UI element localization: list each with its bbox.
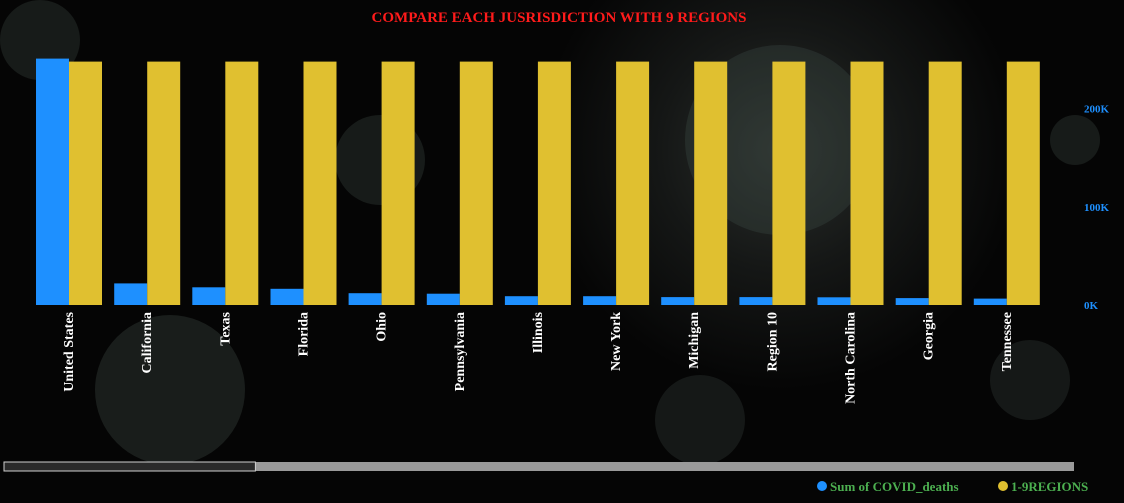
x-tick-label-ohio: Ohio — [375, 312, 390, 342]
x-tick-label-united-states: United States — [62, 311, 77, 391]
background-virus-shape — [655, 375, 745, 465]
x-tick-label-region-10: Region 10 — [765, 312, 780, 372]
bar-1-9regions-region-10[interactable] — [772, 61, 806, 305]
x-tick-label-california: California — [140, 312, 155, 373]
scrollbar-track[interactable] — [4, 462, 1074, 471]
legend-marker-1-9regions — [998, 481, 1008, 491]
bar-sum-of-covid-deaths-pennsylvania[interactable] — [426, 293, 460, 305]
x-tick-label-florida: Florida — [296, 312, 311, 356]
legend-marker-sum-of-covid-deaths — [817, 481, 827, 491]
bar-sum-of-covid-deaths-united-states[interactable] — [36, 58, 69, 305]
legend-label-sum-of-covid-deaths: Sum of COVID_deaths — [830, 479, 959, 494]
bar-1-9regions-north-carolina[interactable] — [850, 61, 884, 305]
bar-1-9regions-tennessee[interactable] — [1006, 61, 1040, 305]
background-decoration — [0, 0, 1100, 465]
x-tick-label-north-carolina: North Carolina — [844, 312, 859, 404]
bar-1-9regions-pennsylvania[interactable] — [459, 61, 493, 305]
bar-1-9regions-illinois[interactable] — [537, 61, 571, 305]
y-axis: 0K 100K 200K — [1084, 104, 1110, 312]
x-tick-label-new-york: New York — [609, 312, 624, 371]
x-tick-label-illinois: Illinois — [531, 311, 546, 353]
bar-sum-of-covid-deaths-michigan[interactable] — [661, 297, 695, 305]
background-virus-shape — [1050, 115, 1100, 165]
legend-label-1-9regions: 1-9REGIONS — [1011, 479, 1088, 494]
legend: Sum of COVID_deaths 1-9REGIONS — [817, 479, 1088, 494]
y-tick-label-100k: 100K — [1084, 202, 1110, 214]
bar-sum-of-covid-deaths-new-york[interactable] — [583, 296, 617, 305]
horizontal-scrollbar[interactable] — [3, 461, 1074, 472]
bar-1-9regions-united-states[interactable] — [69, 61, 102, 305]
scrollbar-thumb[interactable] — [3, 461, 256, 472]
bar-sum-of-covid-deaths-tennessee[interactable] — [973, 298, 1007, 305]
x-tick-label-texas: Texas — [218, 311, 233, 345]
bar-1-9regions-florida[interactable] — [303, 61, 337, 305]
chart-title: COMPARE EACH JUSRISDICTION WITH 9 REGION… — [372, 10, 747, 26]
background-virus-shape — [990, 340, 1070, 420]
bar-sum-of-covid-deaths-ohio[interactable] — [348, 293, 382, 305]
x-tick-label-georgia: Georgia — [922, 312, 937, 360]
bar-1-9regions-ohio[interactable] — [381, 61, 415, 305]
x-tick-label-tennessee: Tennessee — [1000, 312, 1015, 371]
bars-group — [36, 58, 1040, 305]
bar-1-9regions-new-york[interactable] — [616, 61, 650, 305]
bar-sum-of-covid-deaths-texas[interactable] — [192, 287, 226, 305]
bar-sum-of-covid-deaths-illinois[interactable] — [504, 296, 538, 305]
bar-sum-of-covid-deaths-region-10[interactable] — [739, 297, 773, 305]
bar-sum-of-covid-deaths-florida[interactable] — [270, 288, 304, 305]
x-tick-label-michigan: Michigan — [687, 312, 702, 369]
bar-1-9regions-california[interactable] — [147, 61, 181, 305]
y-tick-label-0k: 0K — [1084, 300, 1099, 312]
bar-1-9regions-texas[interactable] — [225, 61, 259, 305]
x-axis-labels: United States California Texas Florida Ohio P… — [62, 311, 1015, 403]
y-tick-label-200k: 200K — [1084, 104, 1110, 116]
background-virus-shape — [95, 315, 245, 465]
bar-sum-of-covid-deaths-california[interactable] — [114, 283, 148, 305]
bar-sum-of-covid-deaths-north-carolina[interactable] — [817, 297, 851, 305]
bar-1-9regions-georgia[interactable] — [928, 61, 962, 305]
x-tick-label-pennsylvania: Pennsylvania — [453, 312, 468, 391]
bar-sum-of-covid-deaths-georgia[interactable] — [895, 298, 929, 305]
bar-1-9regions-michigan[interactable] — [694, 61, 728, 305]
